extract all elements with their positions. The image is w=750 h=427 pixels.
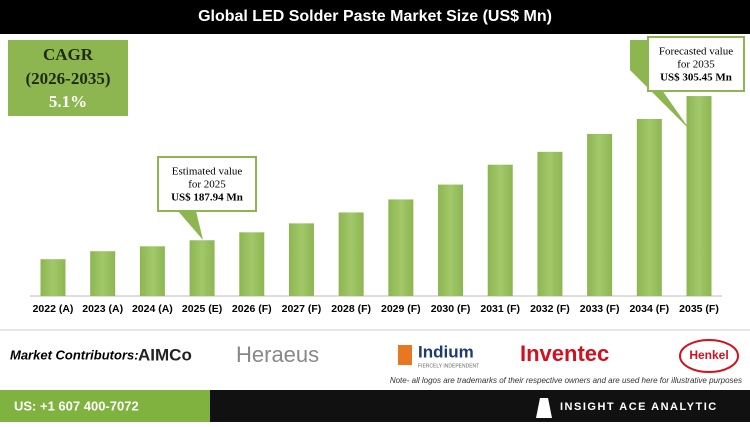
bar [40,259,66,296]
x-tick-label: 2030 (F) [431,303,471,315]
phone-bar [0,390,210,422]
callout-text: Estimated value [172,166,243,178]
bar [189,240,215,296]
bar [686,96,712,297]
x-tick-label: 2032 (F) [530,303,570,315]
callout-box [157,156,257,212]
x-tick-label: 2031 (F) [480,303,520,315]
cagr-value: 5.1% [49,92,87,111]
bar [338,212,364,296]
contributors-label: Market Contributors: [10,347,139,362]
bar [388,199,414,296]
brand-icon [536,398,552,418]
cagr-label: CAGR [43,45,94,64]
logo: Henkel [689,348,728,362]
cagr-box [8,40,128,116]
x-tick-label: 2033 (F) [580,303,620,315]
x-tick-label: 2023 (A) [82,303,123,315]
callout-box [647,36,745,92]
bar [239,232,265,296]
x-tick-label: 2027 (F) [282,303,322,315]
x-tick-label: 2025 (E) [182,303,222,315]
callout-text: for 2035 [677,59,715,71]
title-bar [0,0,750,34]
bar [537,151,563,296]
logo: Indium [418,342,474,361]
brand: INSIGHT ACE ANALYTIC [560,401,718,413]
bar [587,133,613,296]
bar [288,223,314,296]
logo-icon [679,339,739,373]
bar [487,164,513,296]
bar [636,118,662,296]
bar [90,251,116,296]
callout-text: Forecasted value [659,46,733,58]
callout-text: for 2025 [188,179,226,191]
logo: Inventec [520,341,609,366]
x-tick-label: 2034 (F) [629,303,669,315]
logo-tagline: FIERCELY INDEPENDENT [418,363,479,369]
note: Note- all logos are trademarks of their … [390,376,742,385]
x-tick-label: 2028 (F) [331,303,371,315]
bar [438,184,464,296]
x-tick-label: 2022 (A) [33,303,74,315]
callout-pointer [178,211,203,240]
logo: Heraeus [236,342,319,367]
phone: US: +1 607 400-7072 [14,398,139,413]
callouts [157,36,745,240]
callout-pointer [630,40,690,130]
brand-bar [210,390,750,422]
x-tick-label: 2024 (A) [132,303,173,315]
logo-icon [398,345,412,365]
cagr-period: (2026-2035) [26,69,111,88]
bar [139,246,165,296]
value-label: US$ 305.45 Mn [660,72,732,84]
x-tick-label: 2035 (F) [679,303,719,315]
logo: AIMCo [138,345,192,364]
x-tick-label: 2029 (F) [381,303,421,315]
x-tick-label: 2026 (F) [232,303,272,315]
title: Global LED Solder Paste Market Size (US$… [198,8,552,25]
value-label: US$ 187.94 Mn [171,192,243,204]
